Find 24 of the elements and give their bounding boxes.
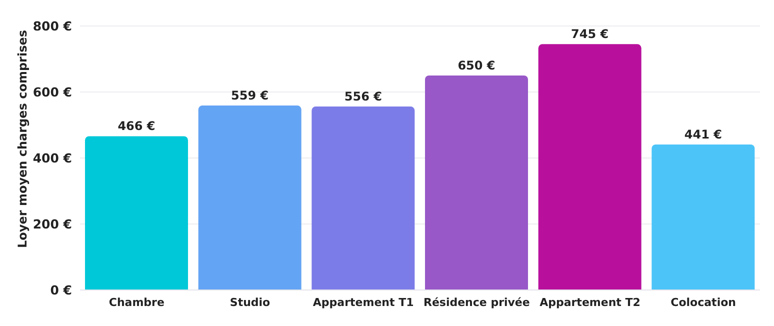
y-axis-title: Loyer moyen charges comprises — [15, 30, 30, 248]
x-tick-label: Studio — [230, 296, 271, 309]
data-label: 650 € — [458, 58, 496, 72]
bar — [198, 106, 302, 290]
data-label: 745 € — [571, 27, 609, 42]
y-tick-label: 800 € — [32, 18, 72, 34]
y-tick-label: 0 € — [50, 282, 72, 298]
data-label: 556 € — [344, 90, 382, 104]
x-tick-label: Appartement T2 — [540, 296, 640, 309]
data-label: 441 € — [684, 127, 722, 142]
data-label: 466 € — [118, 119, 156, 134]
bar — [425, 76, 528, 290]
bar — [652, 144, 755, 290]
y-tick-label: 600 € — [32, 84, 72, 100]
bar — [312, 106, 415, 290]
x-tick-label: Résidence privée — [423, 296, 530, 309]
x-tick-label: Appartement T1 — [312, 296, 414, 309]
data-label: 559 € — [231, 88, 269, 103]
x-tick-label: Chambre — [108, 296, 164, 309]
y-tick-label: 200 € — [32, 216, 72, 232]
bar — [85, 136, 188, 290]
bar — [538, 44, 642, 290]
x-tick-label: Colocation — [670, 296, 736, 309]
y-tick-label: 400 € — [32, 150, 72, 166]
